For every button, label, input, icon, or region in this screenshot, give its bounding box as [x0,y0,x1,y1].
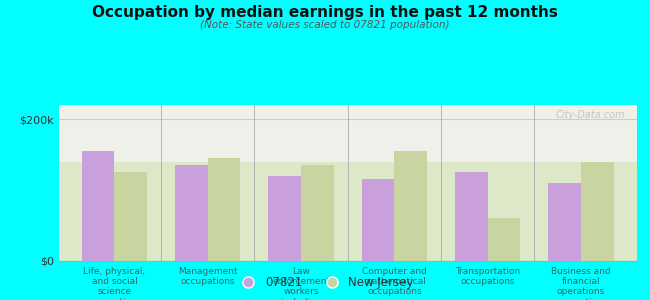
Bar [208,158,240,261]
Bar [301,165,333,261]
Bar [581,162,614,261]
Text: (Note: State values scaled to 07821 population): (Note: State values scaled to 07821 popu… [200,20,450,29]
Text: City-Data.com: City-Data.com [556,110,625,120]
Bar [455,172,488,261]
Bar [395,151,427,261]
Legend: 07821, New Jersey: 07821, New Jersey [232,272,418,294]
Bar [114,172,147,261]
Bar [58,105,637,162]
Bar [362,179,395,261]
Bar [488,218,521,261]
Bar [82,151,114,261]
Bar [175,165,208,261]
Bar [549,183,581,261]
Bar [268,176,301,261]
Text: Occupation by median earnings in the past 12 months: Occupation by median earnings in the pas… [92,4,558,20]
